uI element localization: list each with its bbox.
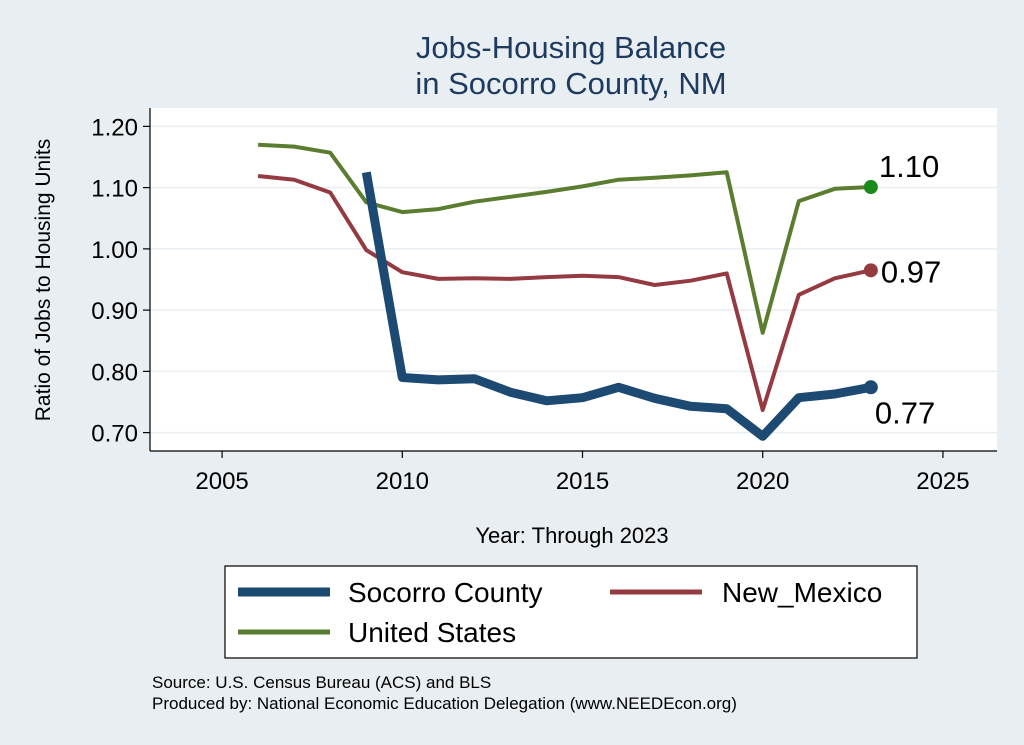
end-label-new-mexico: 0.97 (881, 254, 941, 289)
end-label-united-states: 1.10 (879, 149, 939, 184)
y-tick-label: 1.20 (91, 114, 138, 141)
y-tick-label: 1.00 (91, 237, 138, 264)
legend-label-new-mexico: New_Mexico (722, 577, 882, 608)
legend-label-socorro: Socorro County (348, 577, 543, 608)
gridlines (150, 125, 997, 434)
y-tick-label: 0.90 (91, 298, 138, 325)
end-marker-united-states (863, 180, 878, 195)
legend: Socorro County New_Mexico United States (224, 565, 918, 659)
x-axis-ticks: 2005 2010 2015 2020 2025 (195, 451, 970, 495)
y-axis-label: Ratio of Jobs to Housing Units (32, 139, 55, 421)
end-label-socorro-county: 0.77 (875, 395, 935, 430)
y-tick-label: 1.10 (91, 176, 138, 203)
series-line-united-states (258, 142, 871, 335)
series-line-new-mexico (257, 174, 872, 412)
end-marker-socorro-county (863, 380, 878, 395)
chart-title-line-1: Jobs-Housing Balance (416, 30, 726, 65)
series-line-socorro-county (361, 171, 872, 441)
legend-box (224, 565, 918, 659)
x-tick-label: 2025 (916, 468, 969, 495)
end-marker-new-mexico (863, 263, 878, 278)
produced-by-note: Produced by: National Economic Education… (152, 694, 737, 713)
y-axis-ticks: 0.70 0.80 0.90 1.00 1.10 1.20 (91, 114, 150, 448)
legend-label-united-states: United States (348, 617, 516, 648)
x-tick-label: 2020 (736, 468, 789, 495)
x-tick-label: 2010 (376, 468, 429, 495)
chart-title-line-2: in Socorro County, NM (415, 66, 726, 101)
x-tick-label: 2005 (195, 468, 248, 495)
x-axis-label: Year: Through 2023 (475, 523, 668, 548)
y-tick-label: 0.70 (91, 421, 138, 448)
x-tick-label: 2015 (556, 468, 609, 495)
y-tick-label: 0.80 (91, 359, 138, 386)
source-note: Source: U.S. Census Bureau (ACS) and BLS (152, 673, 491, 692)
series-lines: 1.10 0.97 0.77 (257, 142, 941, 441)
